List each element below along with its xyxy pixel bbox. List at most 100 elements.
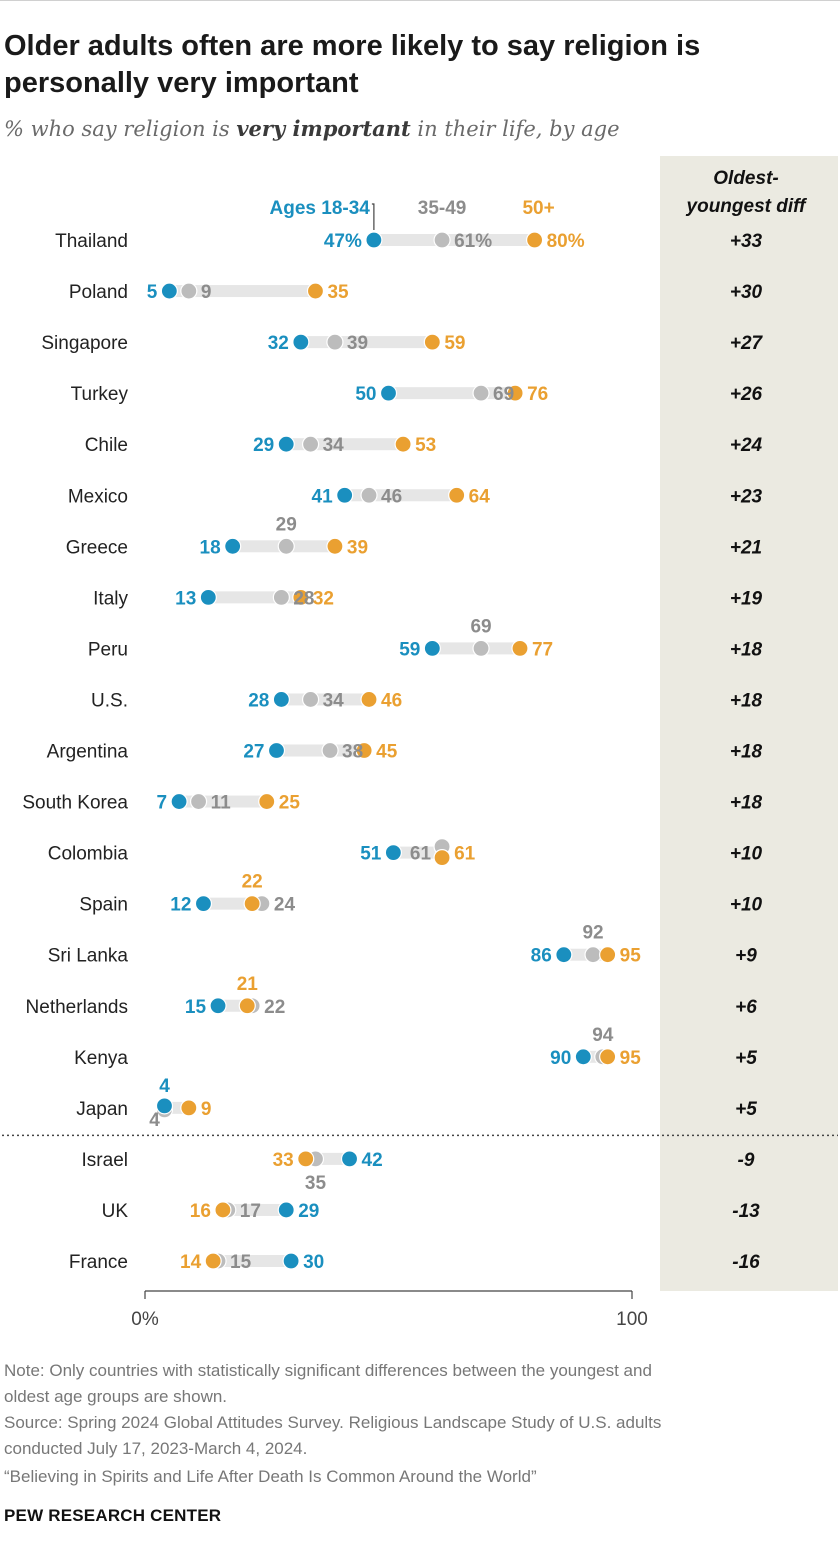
country-label-spain: Spain — [79, 895, 128, 916]
value-label-old-italy: 32 — [313, 588, 334, 609]
value-label-old-uk: 16 — [190, 1201, 211, 1222]
dot-young-italy — [199, 588, 217, 606]
legend-leader-young — [371, 203, 375, 230]
value-label-mid-italy: 28 — [293, 588, 314, 609]
value-label-mid-thailand: 61% — [454, 231, 492, 252]
dot-old-greece — [326, 537, 344, 555]
dot-old-peru — [511, 639, 529, 658]
dot-plot-chart: Oldest-youngest diff Thailand 47% 61% 80% +33… — [2, 156, 838, 1330]
diff-value-sri-lanka: +9 — [735, 946, 757, 967]
value-label-mid-peru: 69 — [470, 616, 491, 637]
value-label-young-italy: 13 — [175, 588, 196, 609]
subtitle-prefix: % who say religion is — [4, 117, 237, 141]
value-label-old-mexico: 64 — [469, 486, 491, 507]
country-label-u-s: U.S. — [91, 690, 128, 711]
dot-young-argentina — [267, 741, 286, 760]
source-line-2: conducted July 17, 2023-March 4, 2024. — [4, 1439, 308, 1458]
dot-young-mexico — [336, 486, 354, 504]
value-label-young-sri-lanka: 86 — [531, 946, 552, 967]
value-label-old-u-s: 46 — [381, 690, 402, 711]
value-label-young-turkey: 50 — [355, 384, 376, 405]
dot-young-u-s — [272, 690, 290, 709]
diff-header-line-1: Oldest- — [713, 168, 778, 189]
dot-old-turkey — [506, 384, 524, 402]
dot-mid-italy — [272, 588, 290, 606]
value-label-old-poland: 35 — [327, 282, 349, 303]
dot-young-uk — [277, 1201, 295, 1219]
dot-mid-peru — [472, 639, 490, 658]
value-label-old-turkey: 76 — [527, 384, 548, 405]
dot-young-colombia — [384, 843, 402, 862]
value-label-young-france: 30 — [303, 1252, 324, 1273]
dot-young-greece — [224, 537, 242, 555]
diff-value-thailand: +33 — [730, 231, 763, 252]
diff-value-u-s: +18 — [730, 690, 763, 711]
range-bar-argentina — [276, 744, 365, 757]
dot-old-u-s — [360, 690, 378, 709]
diff-value-turkey: +26 — [730, 384, 763, 405]
legend-label-young: Ages 18-34 — [270, 198, 371, 219]
value-label-young-u-s: 28 — [248, 690, 269, 711]
value-label-old-singapore: 59 — [444, 333, 465, 354]
value-label-mid-greece: 29 — [276, 514, 297, 535]
value-label-young-uk: 29 — [298, 1201, 319, 1222]
dot-mid-thailand — [433, 231, 451, 249]
chart-title: Older adults often are more likely to sa… — [4, 30, 701, 99]
country-label-sri-lanka: Sri Lanka — [48, 946, 129, 967]
value-label-mid-turkey: 69 — [493, 384, 514, 405]
value-label-young-netherlands: 15 — [185, 997, 207, 1018]
dot-young-netherlands — [209, 997, 227, 1015]
value-label-young-kenya: 90 — [550, 1048, 571, 1069]
country-label-israel: Israel — [82, 1150, 128, 1171]
country-label-singapore: Singapore — [41, 333, 128, 354]
x-tick-label-100: 100 — [616, 1309, 648, 1330]
value-label-young-argentina: 27 — [243, 742, 264, 763]
country-label-peru: Peru — [88, 639, 128, 660]
value-label-mid-u-s: 34 — [323, 690, 345, 711]
diff-value-greece: +21 — [730, 537, 762, 558]
range-bar-uk — [222, 1203, 287, 1216]
value-label-young-spain: 12 — [170, 895, 191, 916]
dot-mid-mexico — [360, 486, 378, 504]
value-label-mid-japan: 4 — [149, 1110, 160, 1131]
diff-value-chile: +24 — [730, 435, 763, 456]
country-label-kenya: Kenya — [74, 1048, 128, 1069]
country-label-argentina: Argentina — [47, 742, 129, 763]
diff-value-spain: +10 — [730, 895, 763, 916]
value-label-old-spain: 22 — [242, 872, 263, 893]
x-tick-label-0: 0% — [131, 1309, 159, 1330]
country-label-italy: Italy — [93, 588, 128, 609]
diff-value-italy: +19 — [730, 588, 763, 609]
value-label-mid-sri-lanka: 92 — [582, 923, 603, 944]
value-label-mid-kenya: 94 — [592, 1025, 614, 1046]
dot-young-sri-lanka — [555, 946, 573, 964]
dot-old-italy — [292, 588, 310, 606]
value-label-old-sri-lanka: 95 — [620, 946, 642, 967]
range-bar-poland — [169, 285, 316, 298]
value-label-young-colombia: 51 — [360, 844, 382, 865]
value-label-old-japan: 9 — [201, 1099, 212, 1120]
country-label-uk: UK — [102, 1201, 129, 1222]
dot-mid-chile — [301, 435, 320, 453]
subtitle-emphasis: very important — [236, 116, 411, 141]
value-label-mid-south-korea: 11 — [211, 793, 232, 814]
dot-old-japan — [180, 1099, 198, 1117]
value-label-mid-france: 15 — [230, 1252, 252, 1273]
value-label-old-france: 14 — [180, 1252, 202, 1273]
dot-young-kenya — [574, 1048, 592, 1066]
country-label-mexico: Mexico — [68, 486, 128, 507]
dot-mid-u-s — [301, 690, 320, 709]
dot-old-mexico — [448, 486, 466, 504]
country-label-chile: Chile — [85, 435, 128, 456]
dot-young-singapore — [292, 333, 310, 351]
value-label-old-israel: 33 — [273, 1150, 294, 1171]
diff-value-japan: +5 — [735, 1099, 757, 1120]
country-label-poland: Poland — [69, 282, 128, 303]
dot-young-israel — [340, 1150, 359, 1168]
value-label-mid-israel: 35 — [305, 1173, 327, 1194]
value-label-young-thailand: 47% — [324, 231, 362, 252]
dot-old-south-korea — [258, 792, 276, 811]
value-label-young-peru: 59 — [399, 639, 420, 660]
dot-old-kenya — [599, 1048, 617, 1066]
dot-old-thailand — [525, 231, 544, 249]
